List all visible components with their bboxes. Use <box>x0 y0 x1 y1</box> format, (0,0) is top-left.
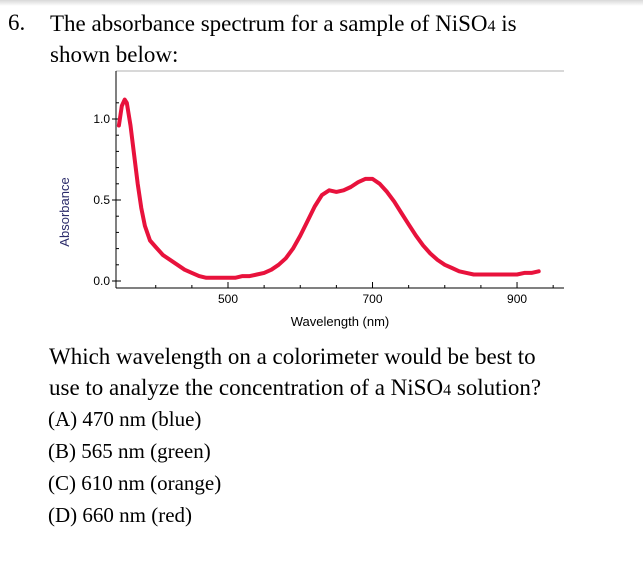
option-a-label: (A) <box>48 407 78 431</box>
question-stem-line1: The absorbance spectrum for a sample of … <box>50 9 517 41</box>
x-ticks: 500 700 900 <box>218 282 527 306</box>
y-axis-label: Absorbance <box>57 177 72 246</box>
stem-text: The absorbance spectrum for a sample of … <box>50 11 488 36</box>
y-ticks: 0.0 0.5 1.0 <box>93 112 121 288</box>
absorbance-spectrum-chart: 0.0 0.5 1.0 500 700 900 Wavelength (nm) Abso… <box>57 70 564 329</box>
option-b-label: (B) <box>48 439 76 463</box>
prompt-text: use to analyze the concentration of a Ni… <box>49 375 444 400</box>
option-c[interactable]: (C) 610 nm (orange) <box>48 468 221 498</box>
option-c-label: (C) <box>48 471 76 495</box>
x-tick-label: 500 <box>218 292 238 306</box>
x-tick-label: 900 <box>507 292 527 306</box>
option-c-text: 610 nm (orange) <box>81 471 222 495</box>
option-a-text: 470 nm (blue) <box>82 407 202 431</box>
stem-subscript: 4 <box>487 18 496 35</box>
option-b-text: 565 nm (green) <box>81 439 211 463</box>
minor-ticks <box>116 102 554 288</box>
option-d-text: 660 nm (red) <box>82 503 193 527</box>
y-tick-label: 0.0 <box>93 274 110 288</box>
prompt-line1: Which wavelength on a colorimeter would … <box>49 344 536 369</box>
prompt-subscript: 4 <box>443 382 452 399</box>
option-d[interactable]: (D) 660 nm (red) <box>48 500 192 530</box>
question-number: 6. <box>8 10 26 35</box>
prompt-text-after: solution? <box>451 375 542 400</box>
stem-text-after: is <box>495 11 517 36</box>
spectrum-series-line <box>116 97 541 280</box>
x-tick-label: 700 <box>363 292 383 306</box>
x-axis-label: Wavelength (nm) <box>291 314 390 329</box>
option-b[interactable]: (B) 565 nm (green) <box>48 436 211 466</box>
prompt-line2: use to analyze the concentration of a Ni… <box>49 373 541 405</box>
option-d-label: (D) <box>48 503 78 527</box>
y-tick-label: 1.0 <box>93 112 110 126</box>
question-stem-line2: shown below: <box>50 42 179 67</box>
option-a[interactable]: (A) 470 nm (blue) <box>48 404 201 434</box>
top-shade <box>0 0 643 6</box>
y-tick-label: 0.5 <box>93 193 110 207</box>
